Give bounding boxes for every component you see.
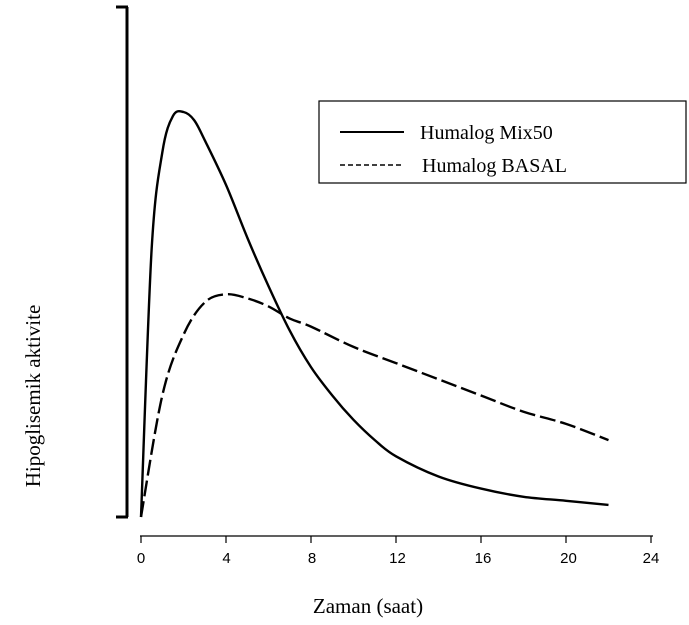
- legend-label: Humalog BASAL: [422, 155, 567, 177]
- legend-box: [318, 100, 687, 184]
- legend: Humalog Mix50 Humalog BASAL: [318, 100, 687, 184]
- y-axis: [116, 5, 129, 519]
- x-tick-label: 4: [222, 550, 230, 567]
- x-tick-label: 0: [137, 550, 145, 567]
- x-tick-label: 20: [560, 550, 577, 567]
- x-axis-title: Zaman (saat): [313, 594, 423, 618]
- x-tick-label: 8: [308, 550, 316, 567]
- x-axis: [140, 535, 653, 543]
- series-line-humalog-basal: [139, 292, 609, 518]
- x-tick-labels: 0 4 8 12 16 20 24: [137, 550, 660, 567]
- y-axis-title: Hipoglisemik aktivite: [21, 305, 45, 488]
- x-tick-label: 16: [475, 550, 492, 567]
- series-line-humalog-mix50: [139, 109, 609, 518]
- legend-label: Humalog Mix50: [420, 122, 553, 144]
- x-tick-label: 12: [389, 550, 406, 567]
- x-tick-label: 24: [643, 550, 660, 567]
